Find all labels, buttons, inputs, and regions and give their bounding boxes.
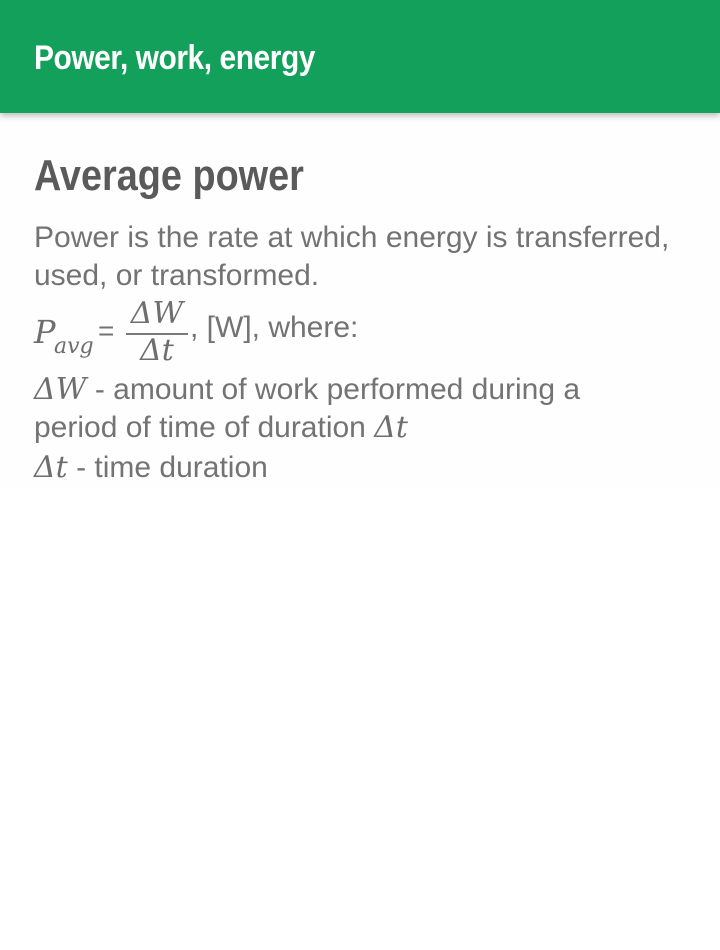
formula: P avg = ΔW Δt , [W], where:: [34, 296, 674, 368]
formula-equals: =: [98, 315, 115, 346]
definition-time-symbol: Δt: [34, 450, 68, 485]
fraction-bar: [126, 333, 188, 335]
section-description: Power is the rate at which energy is tra…: [34, 221, 670, 292]
definition-time-text: - time duration: [67, 451, 268, 484]
definition-work-text-line1: - amount of work performed during a: [86, 373, 581, 406]
definition-work-symbol: ΔW: [34, 372, 87, 407]
definition-time: Δt - time duration: [34, 449, 674, 487]
formula-numerator: ΔW: [130, 296, 184, 331]
app-title: Power, work, energy: [34, 39, 315, 77]
content-area: Average power Power is the rate at which…: [0, 113, 720, 488]
formula-unit-where: , [W], where:: [190, 311, 359, 344]
definition-work-trailing-symbol: Δt: [374, 410, 408, 445]
app-bar: Power, work, energy: [0, 0, 720, 113]
section-title: Average power: [34, 151, 304, 200]
formula-fraction: ΔW Δt: [126, 296, 188, 368]
definition-work: ΔW - amount of work performed during a p…: [34, 371, 674, 447]
formula-denominator: Δt: [140, 333, 174, 368]
formula-lhs-symbol: P: [34, 313, 56, 351]
definition-work-text-line2: period of time of duration: [34, 411, 375, 444]
formula-lhs-subscript: avg: [54, 334, 94, 359]
